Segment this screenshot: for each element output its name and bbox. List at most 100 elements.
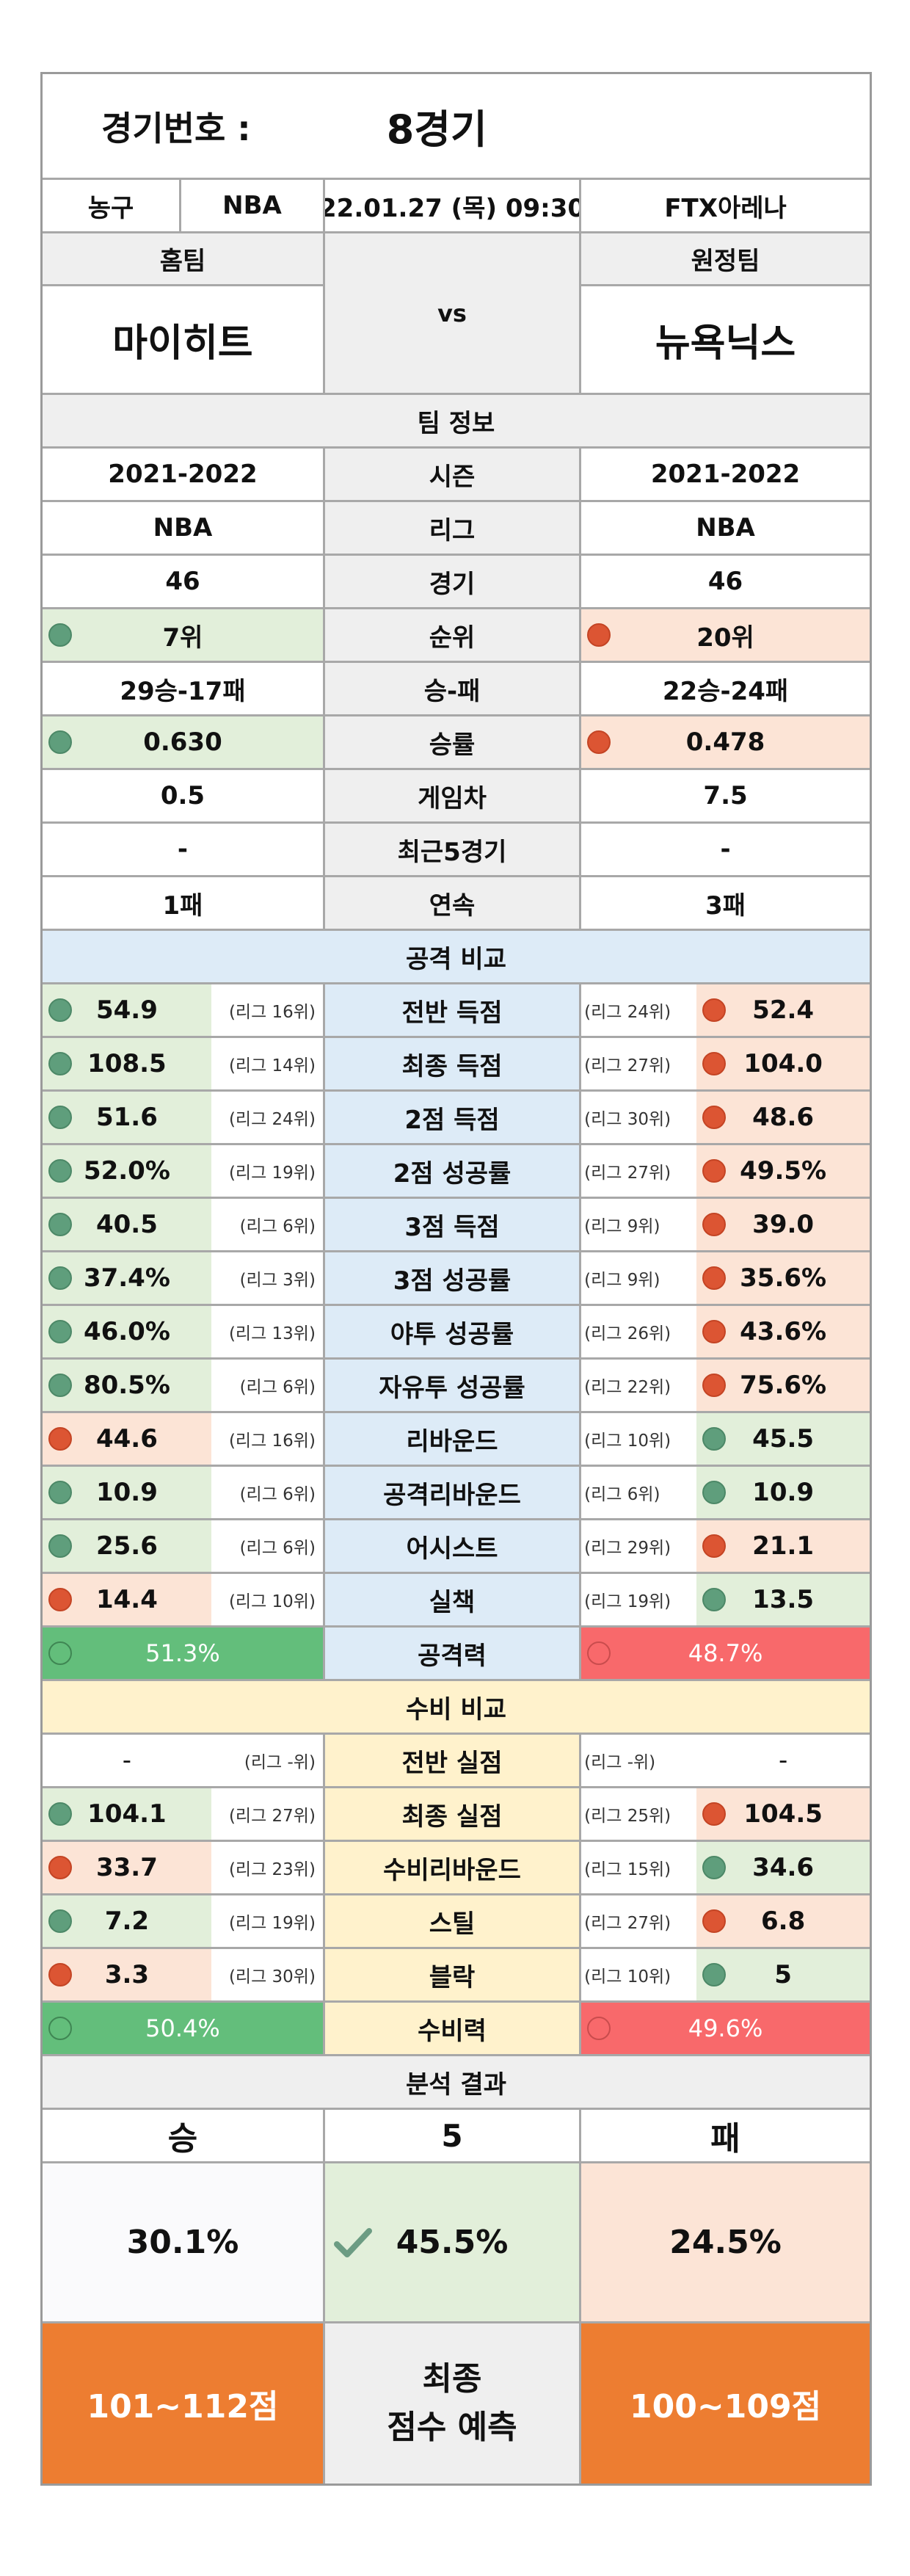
row-label: 승-패 xyxy=(324,663,582,714)
red-dot-icon xyxy=(702,998,727,1022)
away-team-label: 원정팀 xyxy=(581,233,870,286)
stat-label: 3점 득점 xyxy=(324,1199,582,1250)
result-header-row: 승 5 패 xyxy=(43,2110,870,2163)
red-dot-icon xyxy=(702,1052,727,1075)
red-dot-icon xyxy=(587,623,611,647)
team-info-row: 7위 순위 20위 xyxy=(43,609,870,663)
away-value: 104.0 xyxy=(743,1049,823,1078)
stat-label: 3점 성공률 xyxy=(324,1252,582,1304)
stat-label: 전반 득점 xyxy=(324,984,582,1036)
home-value: 40.5 xyxy=(95,1210,158,1239)
away-league-rank: (리그 25위) xyxy=(584,1807,671,1826)
home-league-rank: (리그 16위) xyxy=(228,1003,316,1022)
team-info-row: 1패 연속 3패 xyxy=(43,877,870,931)
match-datetime: 22.01.27 (목) 09:30 xyxy=(325,180,582,231)
prediction-line-1: 최종 xyxy=(422,2360,482,2398)
red-dot-icon xyxy=(702,1374,727,1397)
team-info-row: 46 경기 46 xyxy=(43,556,870,609)
away-league-rank: (리그 15위) xyxy=(584,1860,671,1879)
home-value: 54.9 xyxy=(95,995,158,1025)
away-value: 13.5 xyxy=(752,1585,815,1614)
home-value: 3.3 xyxy=(104,1960,150,1989)
red-dot-icon xyxy=(702,1266,727,1290)
red-dot-icon xyxy=(587,1641,611,1665)
home-win-rate: 0.630 xyxy=(43,716,325,768)
attack-row: 51.6 (리그 24위) 2점 득점 (리그 30위) 48.6 xyxy=(43,1092,870,1145)
home-value: 80.5% xyxy=(83,1371,170,1400)
home-record: 29승-17패 xyxy=(43,663,325,714)
match-number-label: 경기번호 : xyxy=(101,108,251,148)
attack-row: 54.9 (리그 16위) 전반 득점 (리그 24위) 52.4 xyxy=(43,984,870,1038)
home-league-rank: (리그 19위) xyxy=(228,1164,316,1183)
row-label: 게임차 xyxy=(324,770,582,821)
defense-row: 104.1 (리그 27위) 최종 실점 (리그 25위) 104.5 xyxy=(43,1788,870,1842)
green-dot-icon xyxy=(702,1963,727,1987)
score-prediction-label: 최종 점수 예측 xyxy=(324,2323,582,2484)
green-dot-icon xyxy=(48,1213,72,1236)
row-label: 최근5경기 xyxy=(324,824,582,875)
red-dot-icon xyxy=(48,1963,72,1987)
away-attack-power-value: 48.7% xyxy=(688,1639,763,1667)
stat-label: 최종 실점 xyxy=(324,1788,582,1840)
away-value: 45.5 xyxy=(752,1424,815,1454)
home-games-behind: 0.5 xyxy=(43,770,325,821)
away-value: 35.6% xyxy=(740,1263,827,1293)
red-dot-icon xyxy=(702,1320,727,1343)
away-league-rank: (리그 10위) xyxy=(584,1967,671,1987)
home-league-rank: (리그 6위) xyxy=(239,1539,316,1558)
attack-power-label: 공격력 xyxy=(324,1628,582,1679)
away-value: 39.0 xyxy=(752,1210,815,1239)
home-value: 46.0% xyxy=(83,1317,170,1346)
result-percent-row: 30.1% 45.5% 24.5% xyxy=(43,2163,870,2323)
away-score-range: 100~109점 xyxy=(581,2323,870,2484)
home-win-rate-value: 0.630 xyxy=(143,728,222,757)
home-league-rank: (리그 6위) xyxy=(239,1378,316,1397)
stat-label: 블락 xyxy=(324,1949,582,2000)
home-season: 2021-2022 xyxy=(43,449,325,500)
defense-row: 33.7 (리그 23위) 수비리바운드 (리그 15위) 34.6 xyxy=(43,1842,870,1895)
away-league-rank: (리그 29위) xyxy=(584,1539,671,1558)
away-attack-power: 48.7% xyxy=(581,1628,870,1679)
home-league-rank: (리그 24위) xyxy=(228,1110,316,1129)
home-defense-power-value: 50.4% xyxy=(145,2014,220,2042)
away-streak: 3패 xyxy=(705,890,746,921)
attack-title-row: 공격 비교 xyxy=(43,931,870,984)
home-league-rank: (리그 16위) xyxy=(228,1432,316,1451)
away-league-rank: (리그 -위) xyxy=(584,1753,656,1772)
away-league-rank: (리그 22위) xyxy=(584,1378,671,1397)
home-value: 104.1 xyxy=(87,1799,167,1829)
home-rank: 7위 xyxy=(43,609,325,661)
away-value: 5 xyxy=(774,1960,792,1989)
stat-label: 스틸 xyxy=(324,1895,582,1947)
away-value: 104.5 xyxy=(743,1799,823,1829)
stat-label: 실책 xyxy=(324,1574,582,1625)
defense-title: 수비 비교 xyxy=(406,1694,506,1724)
attack-row: 108.5 (리그 14위) 최종 득점 (리그 27위) 104.0 xyxy=(43,1038,870,1092)
home-games: 46 xyxy=(43,556,325,607)
away-league-rank: (리그 9위) xyxy=(584,1217,660,1236)
result-title-row: 분석 결과 xyxy=(43,2056,870,2110)
attack-row: 37.4% (리그 3위) 3점 성공률 (리그 9위) 35.6% xyxy=(43,1252,870,1306)
venue: FTX아레나 xyxy=(664,193,787,223)
green-dot-icon xyxy=(48,1266,72,1290)
home-league-rank: (리그 13위) xyxy=(228,1324,316,1343)
home-league-rank: (리그 23위) xyxy=(228,1860,316,1879)
home-league-rank: (리그 30위) xyxy=(228,1967,316,1987)
stat-label: 어시스트 xyxy=(324,1520,582,1572)
team-info-row: NBA 리그 NBA xyxy=(43,502,870,556)
home-league: NBA xyxy=(43,502,325,554)
home-league-rank: (리그 6위) xyxy=(239,1485,316,1504)
green-dot-icon xyxy=(48,2017,72,2040)
result-title: 분석 결과 xyxy=(406,2069,506,2100)
win-percent: 30.1% xyxy=(43,2163,325,2321)
away-rank: 20위 xyxy=(581,609,870,661)
home-rank-value: 7위 xyxy=(162,623,203,653)
defense-row: 3.3 (리그 30위) 블락 (리그 10위) 5 xyxy=(43,1949,870,2003)
home-score-range: 101~112점 xyxy=(43,2323,325,2484)
home-last5: - xyxy=(43,824,325,875)
home-value: 37.4% xyxy=(83,1263,170,1293)
team-info-row: 29승-17패 승-패 22승-24패 xyxy=(43,663,870,716)
stat-label: 수비리바운드 xyxy=(324,1842,582,1893)
red-dot-icon xyxy=(587,2017,611,2040)
home-value: 25.6 xyxy=(95,1531,158,1561)
